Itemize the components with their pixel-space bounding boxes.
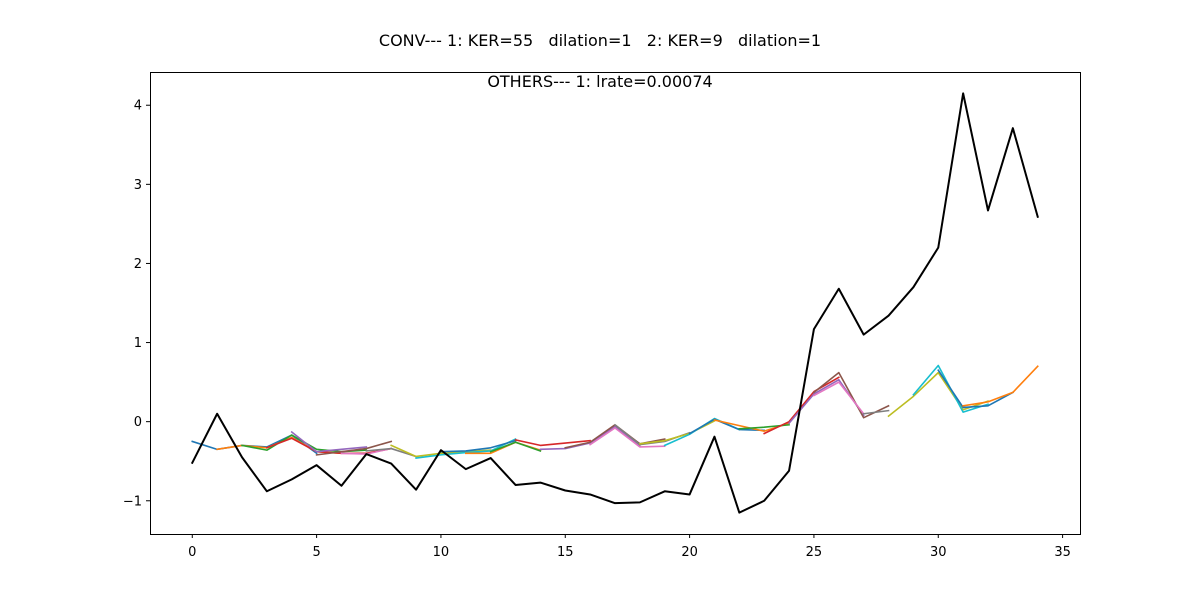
prediction-line-21 (688, 418, 766, 435)
axes-frame (150, 72, 1081, 535)
prediction-line-14 (514, 438, 592, 447)
y-tick-label: −1 (123, 494, 142, 509)
x-tick-label: 0 (188, 545, 196, 560)
x-tick-label: 15 (557, 545, 574, 560)
x-tick-label: 5 (312, 545, 320, 560)
prediction-line-32 (962, 365, 1039, 407)
x-tick-label: 10 (433, 545, 450, 560)
x-tick-label: 20 (681, 545, 698, 560)
chart-subtitle: OTHERS--- 1: lrate=0.00074 (487, 72, 713, 91)
series-layer (190, 92, 1039, 514)
y-tick-label: 4 (134, 99, 142, 114)
x-tick-label: 25 (806, 545, 823, 560)
x-tick-label: 30 (930, 545, 947, 560)
prediction-line-13 (489, 441, 542, 453)
prediction-line-5 (290, 430, 368, 453)
prediction-line-6 (315, 440, 393, 456)
y-tick-label: 0 (134, 415, 142, 430)
prediction-line-27 (812, 381, 865, 415)
prediction-line-24 (763, 376, 840, 435)
y-axis: −1 0 1 2 3 4 (123, 99, 150, 509)
x-axis: 0 5 10 15 20 25 30 35 (188, 534, 1071, 560)
actual-line (190, 92, 1039, 514)
chart-title: CONV--- 1: KER=55 dilation=1 2: KER=9 di… (378, 31, 822, 50)
x-tick-label: 35 (1054, 545, 1071, 560)
prediction-line-15 (539, 425, 641, 451)
prediction-line-17 (589, 427, 666, 448)
y-tick-label: 2 (134, 257, 142, 272)
prediction-line-26 (812, 371, 890, 419)
prediction-line-28 (862, 409, 890, 415)
y-tick-label: 1 (134, 336, 142, 351)
prediction-line-8 (365, 447, 418, 458)
prediction-line-11 (440, 439, 517, 453)
prediction-line-31 (937, 369, 1014, 409)
y-tick-label: 3 (134, 178, 142, 193)
